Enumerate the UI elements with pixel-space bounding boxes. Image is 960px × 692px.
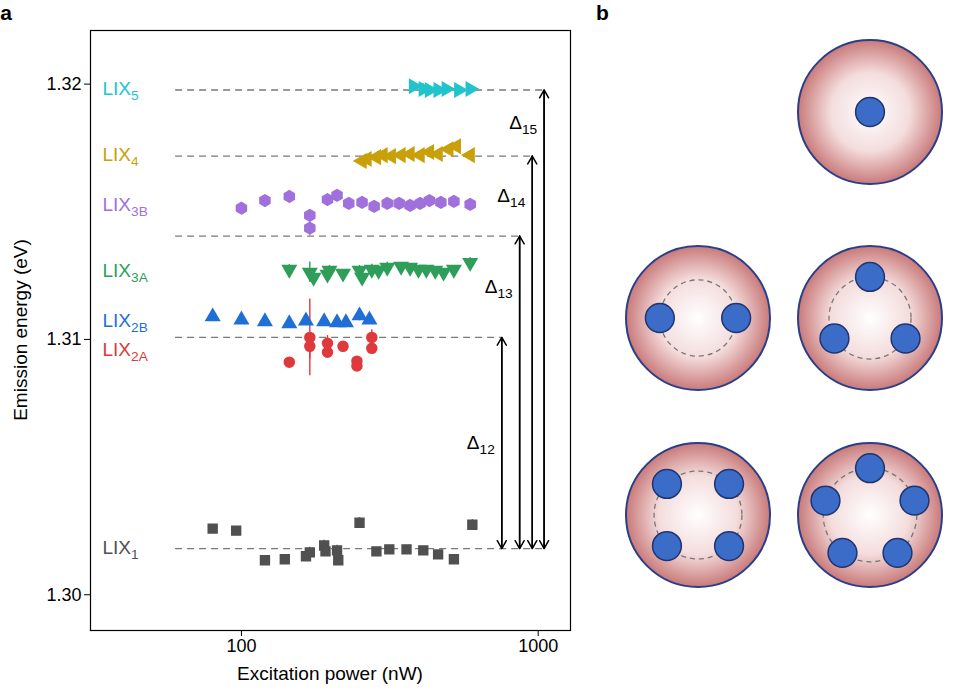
svg-text:LIX3A: LIX3A xyxy=(103,260,149,285)
svg-text:LIX5: LIX5 xyxy=(103,78,140,103)
svg-text:Excitation power (nW): Excitation power (nW) xyxy=(237,663,423,684)
svg-text:LIX2B: LIX2B xyxy=(103,310,148,335)
svg-text:Δ12: Δ12 xyxy=(467,432,495,457)
svg-text:LIX4: LIX4 xyxy=(103,144,140,169)
svg-text:Δ14: Δ14 xyxy=(497,185,525,210)
svg-text:LIX3B: LIX3B xyxy=(103,194,148,219)
svg-text:Δ15: Δ15 xyxy=(509,112,537,137)
svg-text:1000: 1000 xyxy=(518,636,558,656)
svg-text:LIX2A: LIX2A xyxy=(103,339,149,364)
svg-text:Emission energy (eV): Emission energy (eV) xyxy=(10,239,31,421)
svg-text:1.32: 1.32 xyxy=(46,74,81,94)
svg-text:Δ13: Δ13 xyxy=(485,276,513,301)
svg-text:a: a xyxy=(0,1,12,24)
svg-text:1.31: 1.31 xyxy=(46,329,81,349)
svg-text:LIX1: LIX1 xyxy=(103,537,139,562)
svg-text:100: 100 xyxy=(226,636,256,656)
svg-text:b: b xyxy=(596,1,609,24)
svg-text:1.30: 1.30 xyxy=(46,585,81,605)
